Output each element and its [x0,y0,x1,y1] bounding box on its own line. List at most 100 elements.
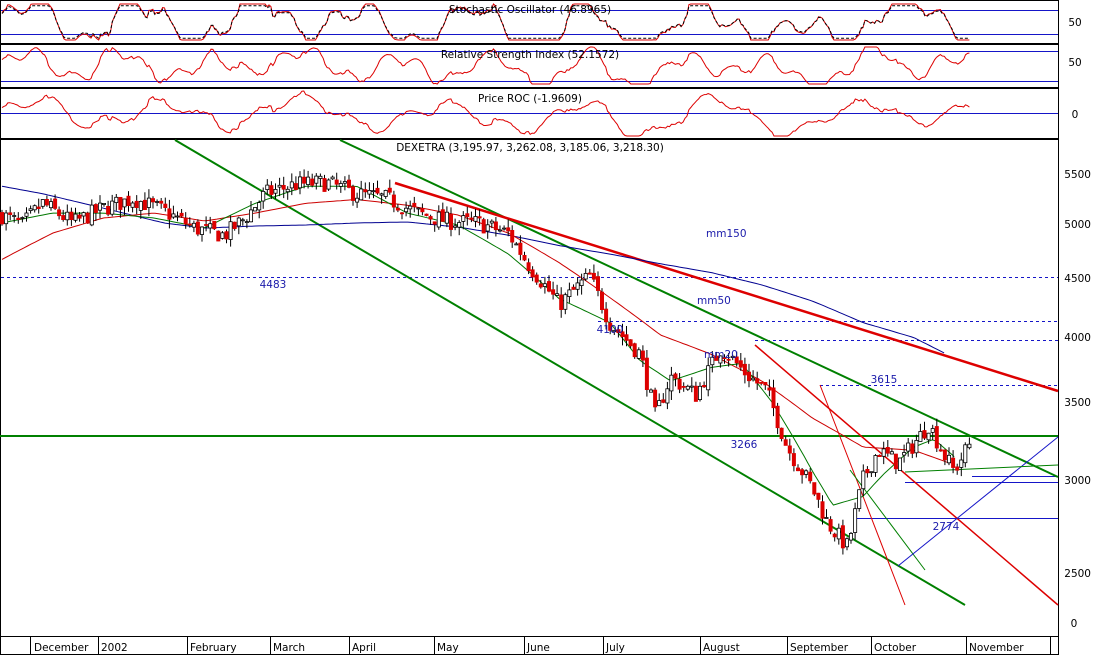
candle [204,216,209,232]
price-tick-4500: 4500 [1064,273,1091,285]
candle [208,216,213,234]
candle [159,198,164,209]
candle [820,495,825,525]
candle [706,357,711,397]
candle [722,354,727,364]
candle [591,264,596,282]
candle [800,468,805,484]
level-label-3266: 3266 [731,439,758,451]
candle [240,217,245,226]
candle [98,195,103,219]
candle [967,437,972,450]
candlesticks [0,169,972,555]
candle [65,204,70,226]
candle [481,217,486,234]
ma-label-mm150: mm150 [706,228,747,240]
stochastic-line [1,3,970,41]
candle [420,203,425,216]
candle [448,207,453,237]
month-december: December [34,642,89,654]
candle [20,216,25,223]
candle [224,229,229,244]
candle [502,225,507,231]
candle [869,471,874,477]
candle [653,387,658,412]
candle [685,384,690,391]
candle [146,189,151,217]
candle [547,275,552,293]
level-lines [0,277,1058,519]
candle [69,207,74,226]
candle [567,282,572,303]
candle [93,203,98,221]
candle [261,187,266,209]
candle [216,230,221,242]
ma-label-mm20: mm20 [704,349,738,361]
roc-axis-label: 0 [1072,109,1079,121]
price-title: DEXETRA (3,195.97, 3,262.08, 3,185.06, 3… [396,142,664,154]
candle [942,449,947,466]
candle [12,212,17,223]
candle [812,482,817,497]
candle [755,371,760,390]
candle [681,382,686,392]
candle [289,173,294,196]
candle [342,176,347,191]
candle [702,381,707,388]
ma-label-mm50: mm50 [697,295,731,307]
price-tick-5500: 5500 [1064,169,1091,181]
candle [253,207,258,212]
candle [640,345,645,367]
candle [608,317,613,335]
candle [428,214,433,225]
candle [718,355,723,368]
month-february: February [190,642,237,654]
candle [32,204,37,213]
stochastic-signal-line [1,4,970,39]
candle [873,454,878,477]
level-label-4483: 4483 [260,279,287,291]
candle [330,175,335,180]
candle [853,502,858,540]
candle [322,174,327,192]
candle [175,211,180,222]
candle [387,179,392,195]
candle [693,381,698,402]
panel-frames [0,0,1059,655]
candle [85,211,90,224]
candle [767,379,772,397]
candle [649,388,654,393]
candle [763,381,768,390]
candle [857,489,862,512]
candle [277,177,282,197]
candle [89,199,94,227]
candle [285,186,290,200]
candle [477,209,482,226]
candle [796,464,801,472]
candle [273,183,278,199]
candle [395,203,400,213]
month-march: March [273,642,305,654]
candle [673,372,678,387]
candle [248,201,253,223]
candle [106,200,111,217]
candle [114,194,119,211]
roc-title: Price ROC (-1.9609) [478,93,582,105]
candle [269,181,274,199]
month-2002: 2002 [101,642,128,654]
candle [824,509,829,519]
candle [828,516,833,535]
candle [579,273,584,295]
candle [840,519,845,555]
candle [73,207,78,223]
candle [485,219,490,239]
candle [408,200,413,218]
month-october: October [874,642,917,654]
candle [130,201,135,213]
candle [636,347,641,360]
roc-line [1,90,970,137]
candle [775,402,780,435]
candle [436,205,441,230]
candle [16,212,21,224]
candle [779,427,784,442]
